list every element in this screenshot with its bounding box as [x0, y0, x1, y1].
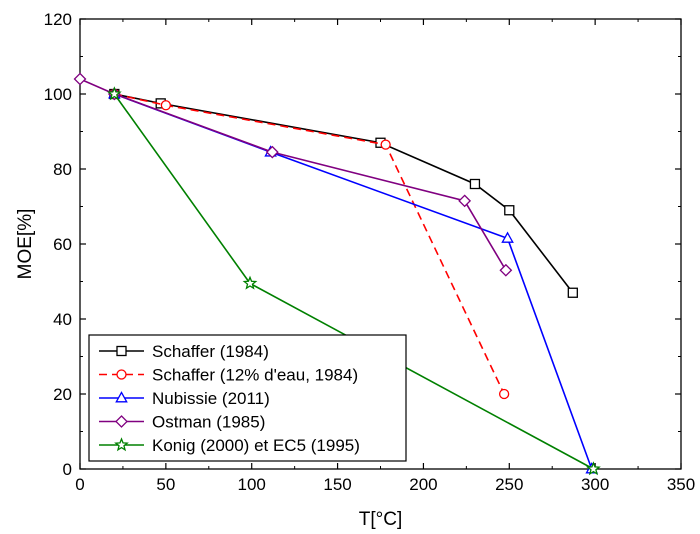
series-line	[79, 78, 507, 271]
legend-label: Konig (2000) et EC5 (1995)	[152, 436, 360, 455]
legend-item: Schaffer (1984)	[99, 342, 269, 361]
x-tick-label: 300	[581, 475, 609, 494]
square-marker	[116, 345, 127, 357]
diamond-marker	[265, 145, 279, 159]
square-marker	[504, 205, 515, 216]
x-tick-label: 50	[156, 475, 175, 494]
x-tick-label: 350	[667, 475, 695, 494]
x-axis-title: T[°C]	[359, 509, 402, 530]
star-marker	[106, 86, 122, 101]
star-marker	[586, 461, 601, 476]
diamond-marker	[458, 194, 472, 208]
legend-label: Schaffer (12% d'eau, 1984)	[152, 366, 358, 385]
legend-item: Schaffer (12% d'eau, 1984)	[99, 366, 358, 385]
y-tick-label: 40	[53, 310, 72, 329]
x-tick-label: 150	[323, 475, 351, 494]
star-marker	[242, 275, 258, 290]
y-axis-title: MOE[%]	[15, 209, 36, 280]
legend-label: Ostman (1985)	[152, 413, 265, 432]
circle-marker	[498, 388, 510, 400]
x-tick-label: 250	[495, 475, 523, 494]
y-tick-label: 120	[44, 10, 72, 29]
triangle-marker	[115, 391, 128, 403]
legend-label: Nubissie (2011)	[152, 389, 270, 408]
series-line	[114, 93, 574, 294]
legend: Schaffer (1984) Schaffer (12% d'eau, 1984…	[88, 334, 407, 462]
diamond-marker	[73, 72, 87, 86]
legend-item: Nubissie (2011)	[99, 389, 270, 408]
x-tick-label: 100	[238, 475, 266, 494]
y-tick-label: 20	[53, 385, 72, 404]
diamond-marker	[115, 415, 128, 428]
y-tick-label: 60	[53, 235, 72, 254]
y-tick-label: 80	[53, 160, 72, 179]
legend-item: Konig (2000) et EC5 (1995)	[99, 436, 360, 455]
circle-marker	[160, 100, 172, 111]
y-tick-label: 0	[63, 460, 72, 479]
legend-label: Schaffer (1984)	[152, 342, 269, 361]
x-tick-label: 0	[75, 475, 84, 494]
triangle-marker	[501, 231, 514, 243]
axes: 0 50 100 150 200 250 300 350 0 20 40 60 80 100 120	[44, 10, 696, 494]
star-marker	[114, 437, 129, 452]
series-line	[114, 93, 505, 395]
y-tick-label: 100	[44, 85, 72, 104]
circle-marker	[116, 369, 127, 380]
circle-marker	[380, 139, 391, 150]
series-layer	[73, 72, 601, 476]
legend-item: Ostman (1985)	[99, 413, 265, 432]
square-marker	[469, 178, 481, 190]
series-4	[106, 86, 601, 476]
x-tick-label: 200	[409, 475, 437, 494]
diamond-marker	[499, 263, 513, 277]
series-3	[73, 72, 513, 277]
square-marker	[567, 287, 578, 298]
